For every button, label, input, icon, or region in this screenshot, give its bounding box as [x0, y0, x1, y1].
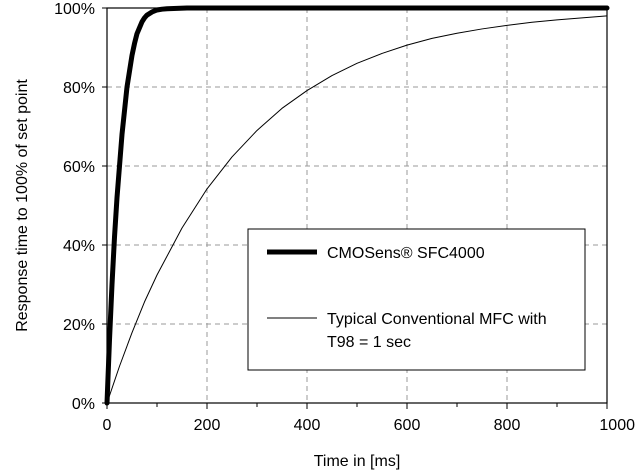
y-tick-label: 80% — [63, 80, 95, 97]
legend: CMOSens® SFC4000 Typical Conventional MF… — [247, 228, 586, 371]
x-tick-label: 0 — [103, 417, 112, 434]
y-tick-label: 100% — [54, 1, 95, 18]
y-tick-label: 60% — [63, 159, 95, 176]
legend-label-sfc4000: CMOSens® SFC4000 — [327, 245, 485, 262]
x-tick-label: 800 — [494, 417, 521, 434]
axis-ticks — [102, 7, 608, 409]
legend-label-conventional-mfc-line1: Typical Conventional MFC with — [327, 311, 547, 328]
y-tick-label: 20% — [63, 317, 95, 334]
x-axis-title: Time in [ms] — [314, 453, 401, 470]
y-tick-labels: 0% 20% 40% 60% 80% 100% — [54, 1, 95, 413]
y-axis-title: Response time to 100% of set point — [14, 79, 31, 332]
x-tick-label: 1000 — [599, 417, 635, 434]
x-tick-label: 200 — [194, 417, 221, 434]
legend-label-conventional-mfc-line2: T98 = 1 sec — [327, 334, 411, 351]
x-tick-labels: 0 200 400 600 800 1000 — [103, 417, 636, 434]
y-tick-label: 0% — [72, 396, 95, 413]
x-tick-label: 600 — [394, 417, 421, 434]
series-line-conventional-mfc — [106, 15, 608, 404]
x-tick-label: 400 — [294, 417, 321, 434]
y-tick-label: 40% — [63, 238, 95, 255]
